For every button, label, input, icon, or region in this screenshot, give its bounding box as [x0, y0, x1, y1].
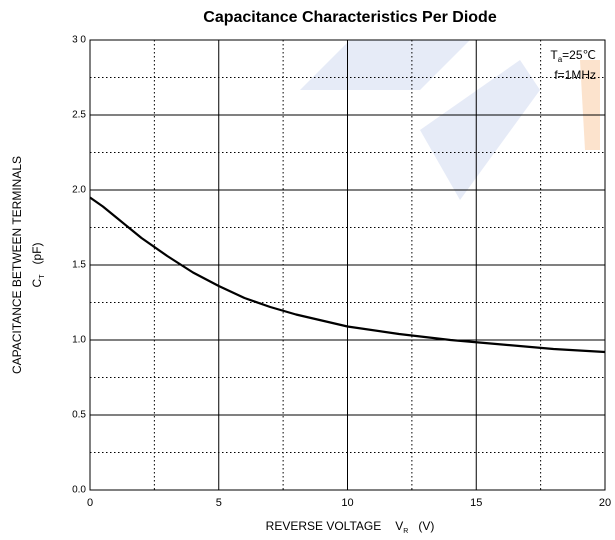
x-label-unit: (V)	[418, 519, 434, 533]
x-tick-label: 0	[87, 497, 93, 509]
x-tick-label: 10	[341, 497, 353, 509]
y-tick-label: 3 0	[72, 35, 86, 46]
x-label-text: REVERSE VOLTAGE	[266, 519, 382, 533]
annotation-text: T	[550, 48, 558, 62]
x-axis-label: REVERSE VOLTAGE VR (V)	[266, 519, 435, 535]
annotation-sub: a	[558, 55, 563, 64]
y-label-symbol-line: CT (pF)	[30, 243, 46, 288]
y-tick-label: 0.0	[72, 485, 86, 496]
y-label-text: CAPACITANCE BETWEEN TERMINALS	[10, 156, 24, 374]
watermark	[300, 40, 470, 90]
annotation-rest: =25℃	[562, 48, 596, 62]
x-label-symbol: V	[395, 519, 403, 533]
y-label-sub: T	[39, 274, 46, 279]
y-tick-label: 2.0	[72, 185, 86, 196]
y-tick-label: 0.5	[72, 410, 86, 421]
y-tick-label: 1.0	[72, 335, 86, 346]
plot-frame	[89, 39, 606, 491]
x-tick-label: 15	[470, 497, 482, 509]
annotation: f=1MHz	[554, 68, 596, 82]
x-tick-label: 5	[216, 497, 222, 509]
x-tick-label: 20	[599, 497, 611, 509]
y-label-unit: (pF)	[30, 243, 44, 265]
y-label-symbol: C	[30, 278, 44, 287]
y-axis-label: CAPACITANCE BETWEEN TERMINALS CT (pF)	[10, 156, 46, 374]
data-line	[89, 196, 606, 354]
y-tick-label: 2.5	[72, 110, 86, 121]
chart-title: Capacitance Characteristics Per Diode	[203, 9, 497, 26]
watermark	[420, 60, 540, 200]
annotation: Ta=25℃	[550, 48, 596, 64]
watermark	[580, 60, 600, 150]
y-tick-label: 1.5	[72, 260, 86, 271]
x-label-sub: R	[403, 528, 408, 535]
